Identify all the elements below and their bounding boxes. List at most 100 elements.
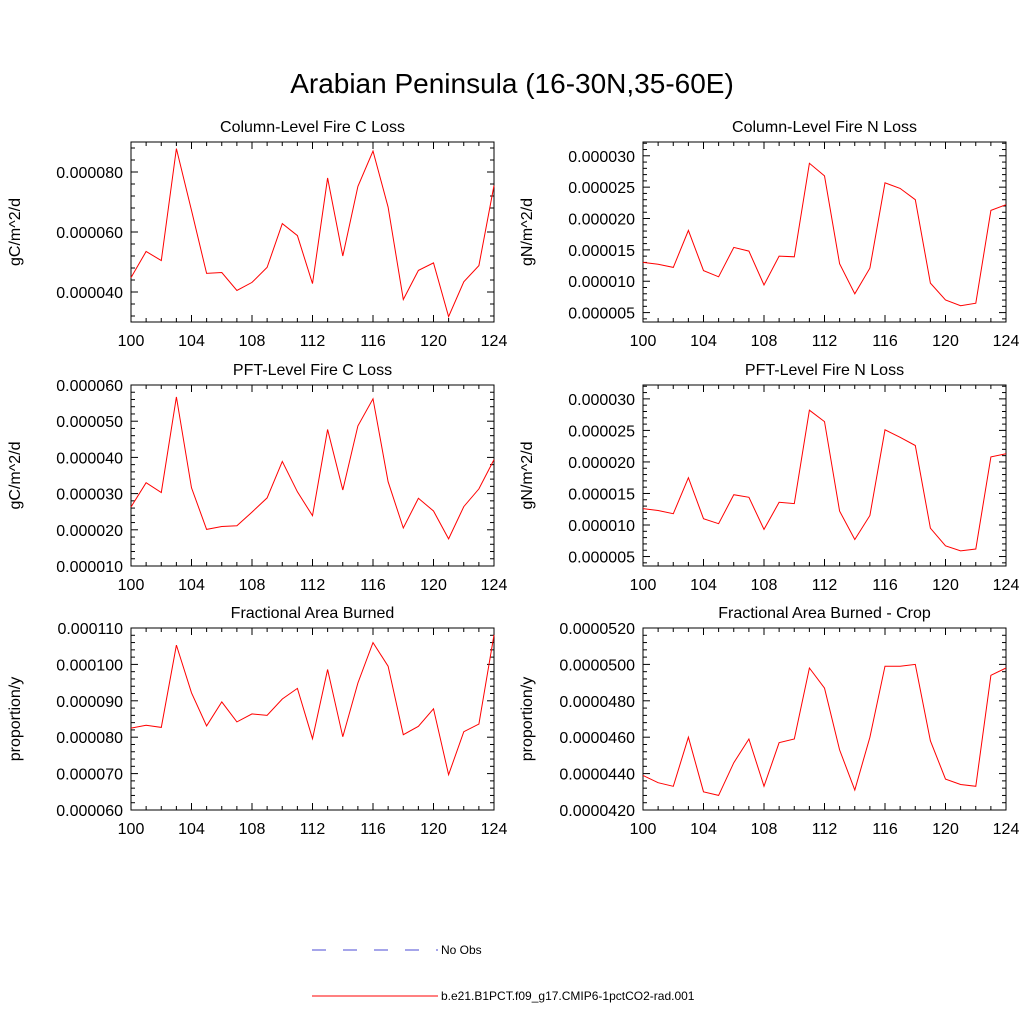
x-tick-label: 112: [300, 821, 326, 838]
y-tick-label: 0.000010: [56, 559, 123, 576]
x-tick-label: 124: [993, 577, 1020, 594]
x-tick-label: 100: [630, 577, 657, 594]
plot-frame: [642, 627, 1007, 811]
series-line: [642, 409, 1007, 552]
panel-2: 100 104 108 112 116 120 124 0.000005 0.000010 0.0…: [519, 119, 1019, 350]
series-line: [130, 148, 495, 319]
x-tick-label: 104: [690, 821, 717, 838]
plot-frame: [130, 384, 495, 567]
y-tick-label: 0.0000420: [559, 803, 635, 820]
y-tick-label: 0.000010: [568, 274, 635, 291]
panel-title: Column-Level Fire N Loss: [732, 119, 917, 136]
x-tick-label: 100: [630, 333, 657, 350]
y-tick-label: 0.0000460: [559, 730, 635, 747]
page-title: Arabian Peninsula (16-30N,35-60E): [290, 68, 734, 99]
panel-5: 100 104 108 112 116 120 124 0.000060 0.000070 0.0…: [7, 605, 507, 838]
plot-frame: [130, 141, 495, 323]
legend-label: b.e21.B1PCT.f09_g17.CMIP6-1pctCO2-rad.00…: [441, 989, 695, 1003]
x-tick-label: 104: [690, 577, 717, 594]
y-tick-label: 0.000050: [56, 414, 123, 431]
y-tick-label: 0.000080: [56, 730, 123, 747]
x-tick-label: 116: [360, 821, 386, 838]
x-tick-label: 112: [300, 577, 326, 594]
y-tick-label: 0.000110: [57, 621, 123, 638]
x-tick-label: 104: [178, 333, 205, 350]
x-tick-label: 100: [118, 577, 145, 594]
y-tick-label: 0.0000480: [559, 694, 635, 711]
y-tick-label: 0.000080: [56, 165, 123, 182]
y-tick-label: 0.0000520: [559, 621, 635, 638]
y-axis-label: gC/m^2/d: [7, 198, 24, 266]
x-tick-label: 108: [239, 333, 266, 350]
series-line: [130, 634, 495, 777]
y-tick-label: 0.000030: [56, 487, 123, 504]
x-tick-label: 124: [481, 577, 508, 594]
y-tick-label: 0.000010: [568, 518, 635, 535]
x-tick-label: 124: [481, 333, 508, 350]
y-tick-label: 0.000040: [56, 285, 123, 302]
plot-frame: [130, 627, 495, 811]
panel-6: 100 104 108 112 116 120 124 0.0000420 0.0000440 0…: [519, 605, 1019, 838]
legend-label: No Obs: [441, 943, 482, 957]
x-tick-label: 116: [360, 333, 386, 350]
y-tick-label: 0.000040: [56, 450, 123, 467]
y-axis-label: gN/m^2/d: [519, 442, 536, 510]
x-tick-label: 120: [932, 333, 959, 350]
x-tick-label: 104: [178, 821, 205, 838]
panel-1: 100 104 108 112 116 120 124 0.000040 0.000060 0.0…: [7, 119, 507, 350]
x-tick-label: 108: [751, 821, 778, 838]
series-line: [130, 396, 495, 541]
y-tick-label: 0.000090: [56, 694, 123, 711]
x-tick-label: 120: [932, 577, 959, 594]
x-tick-label: 108: [751, 333, 778, 350]
y-axis-label: proportion/y: [7, 677, 24, 762]
x-tick-label: 124: [481, 821, 508, 838]
panel-title: Column-Level Fire C Loss: [220, 119, 405, 136]
legend-entry-2: b.e21.B1PCT.f09_g17.CMIP6-1pctCO2-rad.00…: [312, 989, 695, 1003]
y-tick-label: 0.000020: [568, 212, 635, 229]
x-tick-label: 124: [993, 821, 1020, 838]
y-axis-label: gN/m^2/d: [519, 198, 536, 266]
y-tick-label: 0.000005: [568, 550, 635, 567]
y-tick-label: 0.000015: [568, 243, 635, 260]
plot-frame: [642, 384, 1007, 567]
series-line: [642, 162, 1007, 307]
x-tick-label: 100: [118, 333, 145, 350]
x-tick-label: 120: [420, 333, 447, 350]
y-tick-label: 0.000070: [56, 767, 123, 784]
y-tick-label: 0.000030: [568, 149, 635, 166]
y-tick-label: 0.000060: [56, 803, 123, 820]
panel-title: Fractional Area Burned: [231, 605, 395, 622]
x-tick-label: 124: [993, 333, 1020, 350]
x-tick-label: 100: [630, 821, 657, 838]
y-axis-label: gC/m^2/d: [7, 442, 24, 510]
y-tick-label: 0.000020: [568, 455, 635, 472]
x-tick-label: 116: [872, 577, 898, 594]
x-tick-label: 116: [360, 577, 386, 594]
y-axis-label: proportion/y: [519, 677, 536, 762]
x-tick-label: 116: [872, 333, 898, 350]
x-tick-label: 104: [690, 333, 717, 350]
panel-4: 100 104 108 112 116 120 124 0.000005 0.000010 0.0…: [519, 362, 1019, 594]
y-tick-label: 0.000030: [568, 392, 635, 409]
y-tick-label: 0.000100: [56, 657, 123, 674]
x-tick-label: 112: [812, 821, 838, 838]
y-tick-label: 0.000005: [568, 306, 635, 323]
y-tick-label: 0.000025: [568, 180, 635, 197]
series-line: [642, 663, 1007, 796]
y-tick-label: 0.0000500: [559, 657, 635, 674]
legend-entry-1: No Obs: [312, 943, 482, 957]
y-tick-label: 0.000060: [56, 378, 123, 395]
y-tick-label: 0.0000440: [559, 767, 635, 784]
x-tick-label: 112: [812, 577, 838, 594]
x-tick-label: 108: [751, 577, 778, 594]
panel-title: PFT-Level Fire N Loss: [745, 362, 904, 379]
panel-3: 100 104 108 112 116 120 124 0.000010 0.000020 0.0…: [7, 362, 507, 594]
x-tick-label: 120: [420, 821, 447, 838]
x-tick-label: 112: [812, 333, 838, 350]
y-tick-label: 0.000020: [56, 523, 123, 540]
x-tick-label: 116: [872, 821, 898, 838]
x-tick-label: 108: [239, 577, 266, 594]
y-tick-label: 0.000025: [568, 423, 635, 440]
